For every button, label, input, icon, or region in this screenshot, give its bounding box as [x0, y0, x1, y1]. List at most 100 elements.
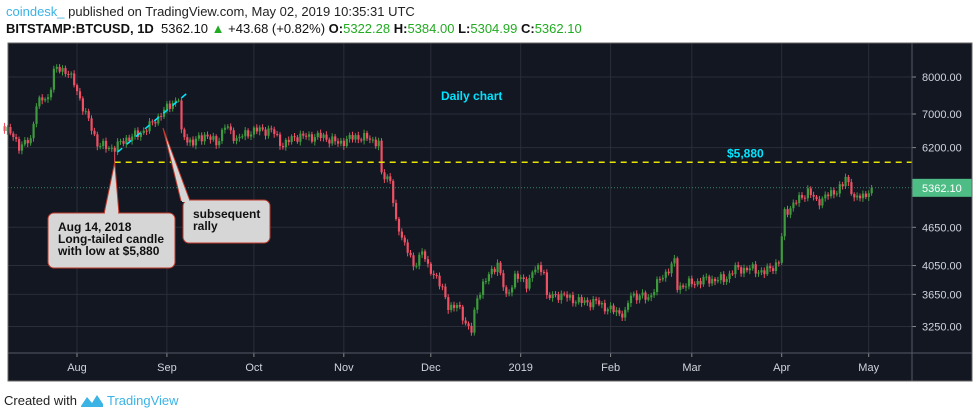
candle-body [325, 134, 328, 140]
x-tick-label: 2019 [508, 362, 532, 374]
candle-body [751, 264, 754, 269]
candle-body [644, 292, 647, 300]
candle-body [598, 300, 601, 305]
candle-body [337, 141, 340, 144]
candle-body [186, 137, 189, 143]
candle-body [754, 264, 757, 274]
close-value: 5362.10 [534, 21, 582, 36]
callout-box [182, 199, 271, 244]
candle-body [151, 121, 154, 123]
candle-body [264, 129, 267, 136]
candle-body [484, 281, 488, 283]
candle-body [574, 302, 577, 304]
candle-body [528, 277, 531, 289]
candle-body [557, 294, 560, 300]
candle-body [267, 128, 270, 136]
candle-body [482, 281, 485, 295]
candle-body [534, 269, 537, 273]
callout-text: subsequent [193, 207, 260, 221]
callout-text: with low at $5,880 [57, 244, 160, 258]
candle-body [627, 303, 630, 310]
candle-body [244, 130, 247, 137]
candle-body [400, 231, 403, 238]
candle-body [763, 270, 766, 275]
candle-body [676, 258, 679, 290]
candle-body [284, 139, 287, 148]
candle-body [600, 303, 604, 305]
candle-body [853, 193, 856, 198]
candle-body [560, 293, 563, 300]
candle-body [70, 73, 73, 75]
candle-body [586, 300, 589, 303]
candle-body [789, 208, 792, 215]
candle-body [670, 263, 673, 274]
candle-body [647, 297, 650, 300]
candle-body [554, 294, 557, 296]
x-tick-label: Oct [245, 362, 262, 374]
candle-body [363, 132, 366, 141]
candle-body [743, 267, 746, 274]
candle-body [44, 99, 47, 101]
candle-body [870, 187, 873, 194]
candle-body [661, 277, 664, 280]
candle-body [702, 276, 705, 285]
candle-body [415, 265, 418, 267]
x-tick-label: Mar [682, 362, 701, 374]
candle-body [351, 134, 354, 140]
candle-body [641, 292, 644, 296]
candle-body [621, 313, 624, 318]
tradingview-link[interactable]: TradingView [106, 392, 179, 408]
candle-body [58, 66, 61, 72]
candle-body [766, 266, 769, 275]
publisher-link[interactable]: coindesk_ [6, 4, 65, 19]
candle-body [183, 129, 186, 138]
x-tick-label: Sep [157, 362, 177, 374]
candle-body [360, 139, 363, 141]
candle-body [827, 194, 830, 197]
candle-body [273, 129, 276, 135]
candle-body [798, 195, 801, 203]
candle-body [711, 278, 714, 284]
candle-body [105, 140, 108, 149]
candle-body [87, 111, 90, 119]
y-tick-label: 7000.00 [922, 109, 962, 121]
candle-body [795, 202, 798, 204]
candle-body [479, 294, 482, 299]
candle-body [116, 141, 119, 152]
candle-body [160, 115, 163, 117]
candle-body [772, 268, 775, 272]
candle-body [841, 184, 844, 187]
candle-body [412, 255, 415, 267]
candle-body [777, 262, 780, 264]
symbol-info: BITSTAMP:BTCUSD, 1D 5362.10 ▲ +43.68 (+0… [6, 21, 582, 36]
candle-body [26, 140, 29, 144]
y-tick-label: 4050.00 [922, 261, 962, 273]
candle-body [52, 68, 55, 90]
candle-body [856, 195, 859, 198]
candle-body [252, 127, 256, 135]
candle-body [687, 278, 691, 287]
candle-body [76, 85, 79, 92]
candle-body [490, 268, 493, 275]
candle-body [99, 146, 102, 148]
candle-body [406, 242, 409, 253]
callout-text: Long-tailed candle [58, 232, 164, 246]
candle-body [705, 276, 708, 278]
candle-body [145, 130, 148, 132]
candle-body [78, 91, 82, 99]
candle-body [493, 268, 496, 273]
candle-body [740, 267, 743, 274]
candles [3, 64, 873, 336]
candle-body [331, 136, 334, 144]
candle-body [258, 127, 261, 132]
candle-body [522, 277, 525, 280]
candle-body [612, 305, 615, 313]
candle-body [136, 130, 140, 137]
candle-body [342, 140, 345, 147]
candle-body [450, 304, 453, 310]
low-label: L: [458, 21, 471, 36]
candle-body [499, 262, 502, 274]
candle-body [571, 295, 575, 304]
callout-joint [182, 199, 189, 202]
